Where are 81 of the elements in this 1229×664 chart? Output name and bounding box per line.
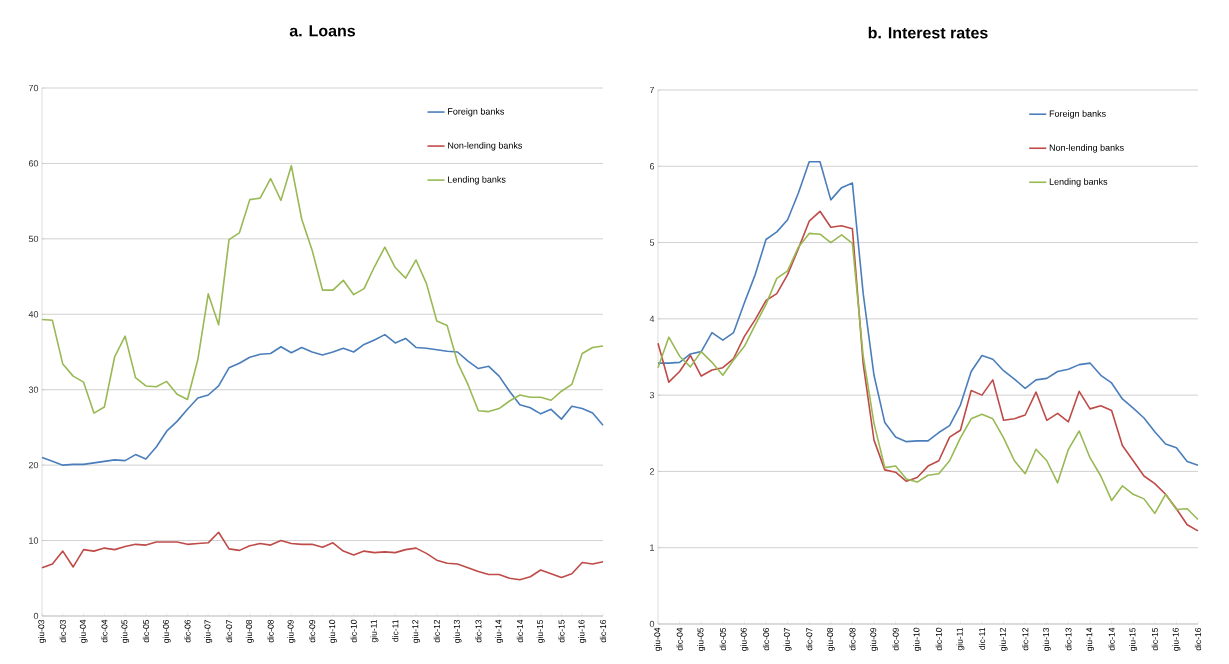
x-tick-label: dic-06: [762, 627, 770, 651]
x-tick-label: giu-13: [453, 619, 462, 643]
x-tick-label: dic-04: [101, 619, 108, 643]
x-tick-label: dic-14: [516, 619, 524, 643]
x-tick-label: giu-13: [1042, 627, 1051, 651]
x-tick-label: giu-04: [79, 619, 88, 643]
x-tick-label: dic-12: [1022, 627, 1029, 651]
x-tick-label: giu-08: [245, 619, 254, 643]
chart-title: b. Interest rates: [868, 26, 988, 39]
y-tick-label: 6: [649, 163, 655, 170]
y-tick-label: 5: [649, 239, 655, 246]
x-tick-label: giu-06: [740, 627, 749, 651]
y-tick-label: 3: [649, 391, 655, 399]
x-tick-label: dic-08: [267, 619, 274, 643]
y-tick-label: 40: [28, 311, 39, 318]
y-tick-label: 0: [649, 620, 655, 628]
x-tick-label: dic-03: [59, 619, 66, 643]
y-tick-label: 4: [649, 315, 655, 322]
legend-label: Lending banks: [1049, 178, 1108, 187]
x-tick-label: giu-05: [121, 619, 130, 643]
y-tick-label: 20: [28, 461, 39, 469]
y-tick-label: 10: [29, 537, 39, 544]
x-tick-label: dic-10: [935, 627, 942, 651]
x-tick-label: giu-12: [999, 627, 1008, 651]
x-tick-label: dic-07: [225, 619, 233, 643]
x-tick-label: giu-07: [783, 627, 792, 651]
x-tick-label: giu-11: [370, 619, 379, 643]
legend-label: Foreign banks: [448, 108, 505, 117]
y-tick-label: 60: [28, 160, 39, 167]
x-tick-label: giu-14: [1086, 627, 1094, 651]
x-tick-label: giu-16: [578, 619, 587, 643]
x-tick-label: giu-09: [870, 627, 878, 651]
x-tick-label: dic-07: [806, 627, 813, 651]
y-tick-label: 50: [28, 235, 39, 243]
y-tick-label: 70: [28, 84, 39, 92]
y-tick-label: 2: [649, 468, 655, 475]
y-tick-label: 30: [28, 386, 39, 393]
legend-label: Non-lending banks: [1049, 144, 1124, 153]
line-series: [657, 160, 1199, 467]
legend-label: Foreign banks: [1049, 110, 1106, 119]
x-tick-label: dic-06: [184, 619, 191, 643]
x-tick-label: dic-11: [978, 627, 986, 650]
x-tick-label: dic-15: [558, 619, 565, 643]
x-tick-label: giu-10: [913, 627, 922, 651]
legend-label: Non-lending banks: [448, 142, 523, 151]
x-tick-label: dic-16: [599, 619, 607, 643]
x-tick-label: dic-12: [433, 619, 440, 643]
x-tick-label: dic-13: [1065, 627, 1072, 651]
x-tick-label: dic-15: [1151, 627, 1158, 651]
x-tick-label: giu-14: [495, 619, 504, 643]
x-tick-label: dic-14: [1108, 627, 1115, 651]
x-tick-label: giu-15: [536, 619, 545, 643]
y-tick-label: 1: [650, 544, 655, 551]
line-series: [41, 164, 604, 414]
line-series: [41, 333, 604, 466]
x-tick-label: giu-08: [826, 627, 835, 651]
x-tick-label: giu-12: [412, 619, 420, 643]
x-tick-label: giu-04: [654, 627, 662, 651]
x-tick-label: giu-07: [204, 619, 213, 643]
x-tick-label: giu-10: [328, 619, 337, 643]
x-tick-label: dic-16: [1194, 627, 1202, 651]
legend-label: Lending banks: [448, 176, 506, 185]
x-tick-label: dic-05: [142, 619, 150, 643]
x-tick-label: giu-03: [38, 619, 46, 643]
x-tick-label: dic-04: [676, 627, 683, 651]
x-tick-label: giu-05: [697, 627, 706, 651]
x-tick-label: dic-09: [308, 619, 316, 643]
chart-title: a. Loans: [289, 25, 356, 37]
x-tick-label: dic-08: [849, 627, 856, 651]
x-tick-label: dic-11: [392, 619, 399, 642]
x-tick-label: giu-16: [1172, 627, 1181, 651]
y-tick-label: 7: [649, 86, 655, 94]
x-tick-label: giu-15: [1129, 627, 1138, 651]
x-tick-label: giu-06: [162, 619, 171, 643]
x-tick-label: giu-11: [956, 627, 965, 651]
x-tick-label: dic-09: [892, 627, 899, 651]
x-tick-label: dic-13: [475, 619, 482, 643]
x-tick-label: dic-10: [350, 619, 357, 643]
y-tick-label: 0: [33, 612, 39, 620]
x-tick-label: dic-05: [719, 627, 726, 651]
x-tick-label: giu-09: [287, 619, 296, 643]
